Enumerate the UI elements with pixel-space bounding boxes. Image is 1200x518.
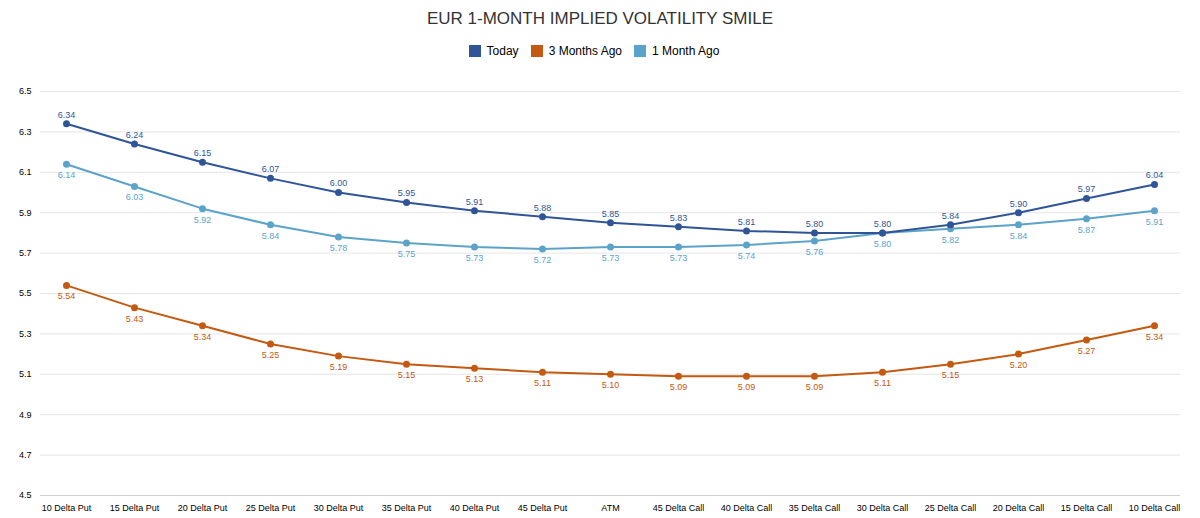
svg-text:5.82: 5.82 [942,235,960,245]
svg-text:5.11: 5.11 [874,378,891,388]
svg-text:5.9: 5.9 [19,208,32,218]
svg-text:15 Delta Put: 15 Delta Put [110,503,160,513]
svg-text:5.1: 5.1 [19,369,32,379]
svg-text:5.83: 5.83 [670,213,688,223]
svg-text:5.80: 5.80 [806,219,824,229]
svg-text:35 Delta Put: 35 Delta Put [382,503,432,513]
svg-text:5.27: 5.27 [1078,346,1096,356]
svg-text:25 Delta Put: 25 Delta Put [246,503,296,513]
svg-text:5.10: 5.10 [602,380,620,390]
svg-text:6.00: 6.00 [330,178,348,188]
svg-text:5.84: 5.84 [1010,231,1028,241]
svg-text:5.43: 5.43 [126,314,144,324]
svg-text:20 Delta Call: 20 Delta Call [993,503,1045,513]
svg-text:6.14: 6.14 [58,170,76,180]
svg-text:35 Delta Call: 35 Delta Call [789,503,841,513]
svg-text:6.03: 6.03 [126,192,144,202]
svg-text:5.84: 5.84 [942,211,960,221]
svg-text:5.91: 5.91 [1146,217,1164,227]
svg-text:5.09: 5.09 [670,382,688,392]
svg-text:5.11: 5.11 [534,378,551,388]
svg-text:5.15: 5.15 [942,370,960,380]
svg-text:5.88: 5.88 [534,203,552,213]
svg-text:5.73: 5.73 [602,253,620,263]
svg-text:5.3: 5.3 [19,329,32,339]
svg-text:5.72: 5.72 [534,255,552,265]
svg-text:5.34: 5.34 [1146,332,1164,342]
svg-text:ATM: ATM [601,503,619,513]
svg-text:5.73: 5.73 [466,253,484,263]
svg-text:6.04: 6.04 [1146,170,1164,180]
svg-text:5.78: 5.78 [330,243,348,253]
svg-text:4.5: 4.5 [19,490,32,500]
svg-text:5.15: 5.15 [398,370,416,380]
svg-text:5.25: 5.25 [262,350,280,360]
svg-text:5.7: 5.7 [19,248,32,258]
svg-text:6.34: 6.34 [58,110,76,120]
svg-text:5.34: 5.34 [194,332,212,342]
svg-text:6.07: 6.07 [262,164,280,174]
svg-text:5.19: 5.19 [330,362,348,372]
svg-text:5.84: 5.84 [262,231,280,241]
svg-text:5.92: 5.92 [194,215,212,225]
svg-text:5.75: 5.75 [398,249,416,259]
svg-text:5.81: 5.81 [738,217,756,227]
svg-text:5.80: 5.80 [874,219,892,229]
svg-text:6.3: 6.3 [19,127,32,137]
svg-text:40 Delta Call: 40 Delta Call [721,503,773,513]
svg-text:5.09: 5.09 [738,382,756,392]
svg-text:5.97: 5.97 [1078,184,1096,194]
html-text:Today: Today [486,43,519,58]
svg-text:30 Delta Call: 30 Delta Call [857,503,909,513]
svg-text:5.80: 5.80 [874,239,892,249]
svg-text:45 Delta Call: 45 Delta Call [653,503,705,513]
svg-text:10 Delta Put: 10 Delta Put [42,503,92,513]
svg-text:10 Delta Call: 10 Delta Call [1129,503,1181,513]
html-text:3 Months Ago: 3 Months Ago [548,43,622,58]
html-text:EUR 1-MONTH IMPLIED VOLATILITY: EUR 1-MONTH IMPLIED VOLATILITY SMILE [427,9,773,28]
svg-text:45 Delta Put: 45 Delta Put [518,503,568,513]
svg-text:6.5: 6.5 [19,86,32,96]
svg-text:5.13: 5.13 [466,374,484,384]
svg-text:5.20: 5.20 [1010,360,1028,370]
svg-text:5.76: 5.76 [806,247,824,257]
html-text:1 Month Ago: 1 Month Ago [652,43,720,58]
svg-text:6.24: 6.24 [126,130,144,140]
svg-text:5.74: 5.74 [738,251,756,261]
svg-text:6.1: 6.1 [19,167,32,177]
svg-text:4.7: 4.7 [19,450,32,460]
svg-text:5.85: 5.85 [602,209,620,219]
svg-text:5.91: 5.91 [466,197,484,207]
svg-text:5.90: 5.90 [1010,199,1028,209]
svg-text:4.9: 4.9 [19,410,32,420]
svg-text:5.54: 5.54 [58,291,76,301]
svg-text:15 Delta Call: 15 Delta Call [1061,503,1113,513]
svg-text:30 Delta Put: 30 Delta Put [314,503,364,513]
svg-text:5.95: 5.95 [398,188,416,198]
svg-text:25 Delta Call: 25 Delta Call [925,503,977,513]
svg-text:20 Delta Put: 20 Delta Put [178,503,228,513]
svg-text:6.15: 6.15 [194,148,212,158]
svg-text:5.87: 5.87 [1078,225,1096,235]
svg-text:5.5: 5.5 [19,288,32,298]
svg-text:40 Delta Put: 40 Delta Put [450,503,500,513]
svg-text:5.09: 5.09 [806,382,824,392]
svg-text:5.73: 5.73 [670,253,688,263]
